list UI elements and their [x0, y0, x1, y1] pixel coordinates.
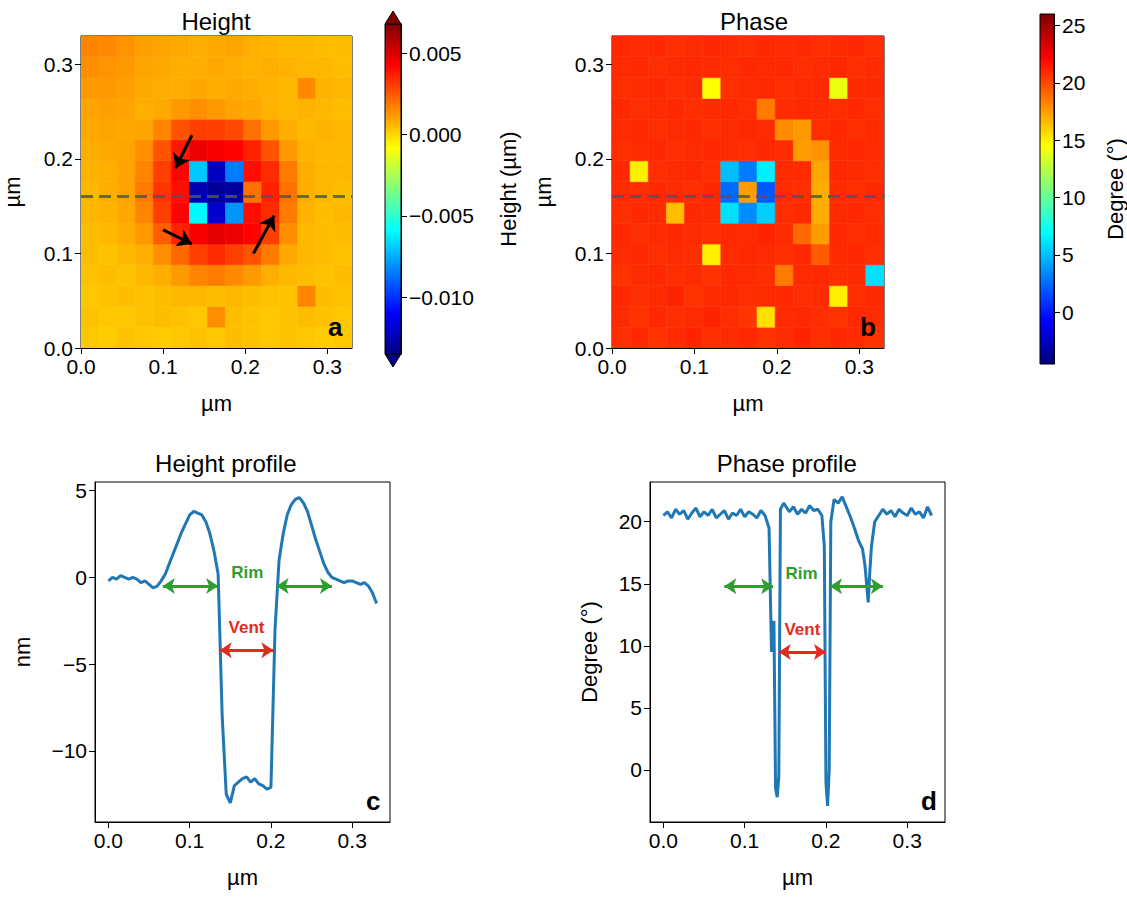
svg-text:b: b	[860, 312, 876, 342]
svg-text:µm: µm	[732, 391, 763, 416]
svg-text:20: 20	[619, 510, 642, 533]
svg-text:0.2: 0.2	[256, 829, 285, 852]
svg-text:0.3: 0.3	[313, 355, 342, 378]
svg-text:µm: µm	[201, 391, 232, 416]
svg-text:d: d	[921, 786, 937, 816]
svg-text:µm: µm	[531, 176, 556, 207]
svg-text:Rim: Rim	[231, 563, 263, 582]
svg-text:0.1: 0.1	[175, 829, 204, 852]
svg-text:µm: µm	[227, 865, 258, 890]
svg-text:Vent: Vent	[784, 620, 820, 639]
svg-text:0.3: 0.3	[893, 829, 922, 852]
svg-text:0.1: 0.1	[44, 242, 73, 265]
svg-text:5: 5	[75, 479, 87, 502]
svg-text:15: 15	[1062, 129, 1085, 152]
svg-text:Rim: Rim	[786, 564, 818, 583]
svg-text:c: c	[366, 786, 380, 816]
svg-text:0.3: 0.3	[338, 829, 367, 852]
svg-text:Degree (°): Degree (°)	[1103, 138, 1127, 240]
svg-text:Degree (°): Degree (°)	[577, 601, 602, 703]
svg-text:0: 0	[630, 758, 642, 781]
svg-text:0.1: 0.1	[730, 829, 759, 852]
svg-text:Vent: Vent	[229, 618, 265, 637]
svg-text:0.0: 0.0	[597, 355, 626, 378]
svg-text:0.3: 0.3	[845, 355, 874, 378]
svg-text:Height: Height	[181, 8, 251, 35]
svg-text:µm: µm	[0, 176, 25, 207]
svg-text:−0.010: −0.010	[409, 286, 474, 309]
svg-text:−0.005: −0.005	[409, 204, 474, 227]
svg-text:15: 15	[619, 572, 642, 595]
svg-text:0.2: 0.2	[231, 355, 260, 378]
svg-text:0.0: 0.0	[43, 336, 73, 360]
svg-text:0.0: 0.0	[649, 829, 678, 852]
svg-text:0.1: 0.1	[680, 355, 709, 378]
svg-text:10: 10	[619, 634, 642, 657]
svg-text:0.2: 0.2	[762, 355, 791, 378]
svg-text:Phase profile: Phase profile	[717, 450, 857, 477]
svg-text:0.1: 0.1	[149, 355, 178, 378]
svg-text:0: 0	[75, 566, 87, 589]
svg-text:0.2: 0.2	[44, 147, 73, 170]
svg-text:0.3: 0.3	[575, 53, 604, 76]
svg-text:Phase: Phase	[720, 8, 788, 35]
svg-text:5: 5	[630, 696, 642, 719]
svg-text:Height profile: Height profile	[155, 450, 296, 477]
svg-text:a: a	[328, 312, 343, 342]
svg-text:0.1: 0.1	[575, 242, 604, 265]
svg-text:0.2: 0.2	[811, 829, 840, 852]
svg-text:0: 0	[1062, 301, 1074, 324]
svg-text:0.3: 0.3	[44, 53, 73, 76]
svg-text:−10: −10	[51, 739, 87, 762]
svg-text:−5: −5	[63, 653, 87, 676]
svg-text:0.0: 0.0	[66, 355, 95, 378]
svg-text:0.000: 0.000	[409, 123, 462, 146]
svg-text:5: 5	[1062, 243, 1074, 266]
svg-text:25: 25	[1062, 14, 1085, 37]
svg-text:Height (µm): Height (µm)	[496, 131, 521, 246]
svg-text:0.0: 0.0	[574, 336, 604, 360]
svg-text:20: 20	[1062, 71, 1085, 94]
svg-text:nm: nm	[10, 637, 35, 668]
svg-text:10: 10	[1062, 186, 1085, 209]
svg-text:0.005: 0.005	[409, 42, 462, 65]
svg-text:0.0: 0.0	[94, 829, 123, 852]
svg-text:0.2: 0.2	[575, 147, 604, 170]
svg-text:µm: µm	[782, 865, 813, 890]
